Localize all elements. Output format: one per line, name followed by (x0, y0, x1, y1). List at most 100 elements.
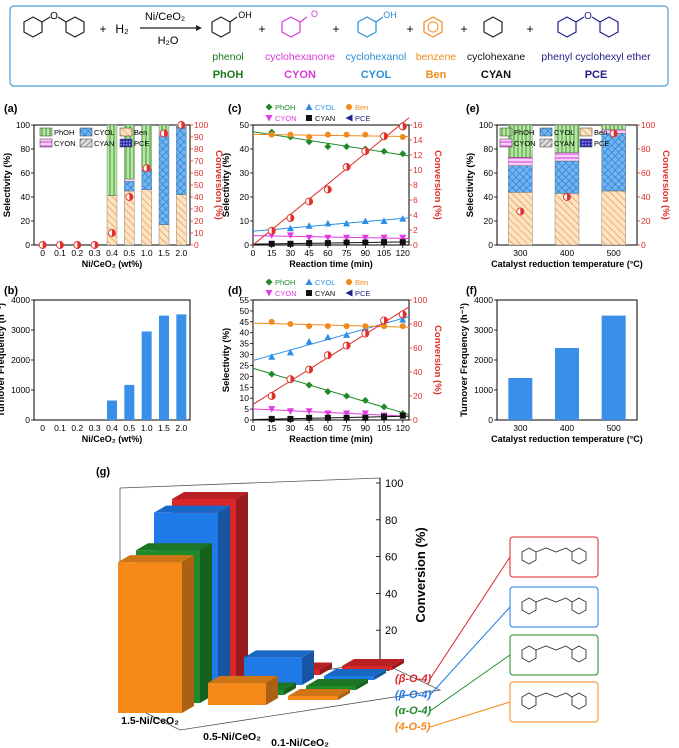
panel-d-legend-marker (305, 278, 313, 285)
panel-a-y2tick-label: 0 (194, 240, 199, 250)
panel-b-xtick-label: 0 (40, 423, 45, 433)
compound-abbr-cyan: CYAN (481, 69, 511, 81)
panel-e-bar-ben (554, 193, 580, 246)
panel-g-bar-top (342, 659, 404, 666)
panel-a-conversion-point-fill (129, 193, 133, 201)
panel-d-conversion-point-fill (346, 342, 351, 350)
panel-g-structure-ring (571, 597, 587, 615)
panel-d-xtick-label: 30 (286, 423, 296, 433)
panel-a-y2tick-label: 100 (194, 120, 208, 130)
panel-g-bar-top (118, 555, 194, 563)
h2-label: H₂ (115, 22, 129, 36)
panel-g-structure-ring (521, 692, 537, 710)
panel-a-bar-cyol (158, 135, 170, 225)
panel-b-xtick-label: 2.0 (175, 423, 187, 433)
panel-e-conversion-point-fill (520, 207, 524, 215)
panel-c-point-cyol (361, 217, 369, 224)
panel-f-ylabel: Turnover Frequency (h⁻¹) (459, 303, 470, 417)
panel-c-fit-cyol (252, 217, 410, 232)
panel-a-y2label: Conversion (%) (213, 150, 224, 220)
panel-a-legend-label: CYAN (94, 139, 114, 148)
panel-e-legend-label: PhOH (514, 128, 534, 137)
compound-abbr-cyol: CYOL (361, 69, 392, 81)
panel-d-point-ben (324, 323, 331, 330)
panel-d-y2tick-label: 100 (413, 295, 427, 305)
panel-a-bar-cyon (124, 178, 135, 182)
panel-e-ytick-label: 20 (484, 216, 494, 226)
panel-c-point-cyon (305, 234, 313, 242)
panel-e-ytick-label: 80 (484, 144, 494, 154)
panel-e-ytick-label: 60 (484, 168, 494, 178)
panel-a-legend-swatch (79, 127, 93, 137)
panel-e-legend-swatch (499, 127, 513, 137)
panel-f: 0 1000 2000 3000 4000 Turnover Frequency (h⁻¹… (459, 295, 643, 444)
panel-e: 0 20 40 60 80 100 Selectivity (%) 0 20 40 60 80 100 C… (465, 120, 671, 269)
panel-b-ytick-label: 1000 (11, 385, 30, 395)
panel-c-point-cyan (381, 239, 388, 246)
panel-c-conversion-point-fill (271, 227, 276, 235)
panel-d-ytick-label: 25 (240, 360, 250, 370)
panel-c-frame (252, 124, 410, 246)
panel-d-conversion-point-fill (402, 310, 407, 318)
panel-c-conversion-point-fill (309, 198, 313, 205)
panel-e-xtick-label: 300 (513, 248, 527, 258)
plus-1: + (99, 22, 106, 36)
panel-g-series-label: (4-O-5) (395, 721, 431, 733)
panel-b-ytick-label: 2000 (11, 355, 30, 365)
panel-d-legend-marker (265, 290, 273, 297)
panel-d-xtick-label: 90 (361, 423, 371, 433)
panel-c-legend-marker (265, 115, 273, 122)
panel-e-y2tick-label: 40 (641, 192, 651, 202)
panel-g-bar-top (154, 505, 230, 513)
panel-g-structure-ring (521, 645, 537, 663)
compound-name-benzene: benzene (416, 51, 456, 63)
panel-g-bar-side (266, 675, 278, 705)
panel-e-bar-phoh (508, 124, 533, 158)
panel-d-point-cyan (381, 413, 388, 420)
panel-c-conversion-point-fill (327, 186, 332, 193)
panel-b-bar (124, 384, 135, 420)
panel-c-y2label: Conversion (%) (432, 150, 443, 220)
panel-c-y2tick-label: 8 (413, 180, 418, 190)
panel-c-y2tick-label: 4 (413, 210, 418, 220)
panel-a-y2tick-label: 20 (194, 216, 204, 226)
panel-d-point-cyan (287, 415, 294, 422)
panel-d-point-phoh (343, 392, 351, 400)
panel-c-point-ben (306, 134, 313, 140)
panel-g-bar-side (302, 650, 314, 685)
panel-d-point-cyan (343, 414, 350, 421)
panel-g-structure-ring (571, 692, 587, 710)
panel-a-xtick-label: 0.5 (123, 248, 135, 258)
panel-c-point-cyon (343, 234, 351, 242)
panel-f-ytick-label: 0 (488, 415, 493, 425)
panel-d-ytick-label: 5 (244, 404, 249, 414)
panel-a-conversion-point-fill (146, 164, 151, 172)
panel-g-connector (429, 701, 511, 728)
panel-d-point-cyol (305, 337, 313, 345)
panel-d-y2tick-label: 80 (413, 319, 423, 329)
panel-a-conversion-point-fill (77, 241, 81, 249)
panel-d-point-ben (362, 323, 369, 330)
panel-b-xtick-label: 0.5 (123, 423, 135, 433)
panel-c-conversion-point-fill (365, 147, 369, 155)
panel-g-structure-linkage (535, 547, 573, 553)
panel-g-ztick-label: 20 (385, 625, 397, 637)
panel-d-xtick-label: 105 (377, 423, 391, 433)
panel-a-bar-cyol (141, 170, 152, 190)
panel-g-bar-side (284, 682, 296, 695)
panel-c-ytick-label: 30 (240, 168, 250, 178)
panel-e-panel-label: (e) (466, 103, 480, 115)
panel-d-point-cyol (286, 348, 294, 356)
panel-a-bar-ben (106, 195, 118, 246)
panel-d-point-cyon (361, 410, 369, 417)
panel-c-y2tick-label: 16 (413, 120, 423, 130)
panel-d-point-phoh (305, 381, 313, 389)
panel-c-point-cyan (268, 240, 275, 247)
panel-c-ytick-label: 10 (240, 216, 250, 226)
panel-g-series-label: (β-O-4) (395, 689, 431, 701)
panel-e-legend-swatch (539, 138, 553, 148)
panel-g-bar-side (392, 659, 404, 670)
panel-c-legend-marker (265, 103, 273, 111)
panel-c-y2tick-label: 0 (413, 240, 418, 250)
